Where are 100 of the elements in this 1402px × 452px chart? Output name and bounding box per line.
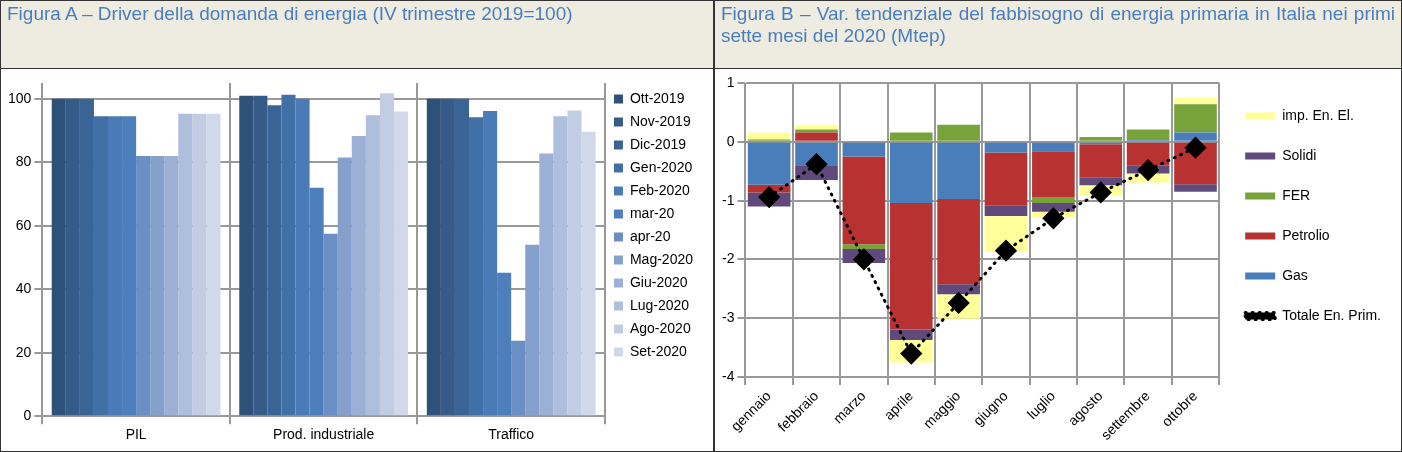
bar xyxy=(454,98,469,416)
point xyxy=(758,186,780,208)
bar xyxy=(426,98,441,416)
legend-label: Lug-2020 xyxy=(629,296,690,313)
bar xyxy=(337,157,352,416)
bar xyxy=(1079,144,1123,178)
legend-label: Petrolio xyxy=(1282,226,1330,243)
bar xyxy=(889,142,933,203)
bar xyxy=(525,244,540,416)
bar xyxy=(178,113,193,416)
bar xyxy=(889,329,933,341)
bar xyxy=(1126,129,1170,141)
bar xyxy=(842,244,886,249)
bar xyxy=(93,116,108,416)
legend-label: Giu-2020 xyxy=(629,273,688,290)
bar xyxy=(842,142,886,157)
bar xyxy=(937,124,980,141)
y-tick-label: -1 xyxy=(722,191,735,208)
bar xyxy=(79,98,94,416)
legend-label: Ago-2020 xyxy=(629,319,691,336)
bar xyxy=(567,110,582,416)
legend-label: Dic-2019 xyxy=(629,135,687,152)
bar xyxy=(281,94,296,416)
bar xyxy=(1079,137,1123,141)
bar xyxy=(65,98,80,416)
y-tick-label: 80 xyxy=(15,153,32,170)
bar xyxy=(1126,142,1170,166)
legend-label: Nov-2019 xyxy=(629,112,691,129)
bar xyxy=(267,105,282,416)
legend-label: Mag-2020 xyxy=(629,250,694,267)
bar xyxy=(1032,197,1075,203)
bar xyxy=(984,205,1028,216)
bar xyxy=(206,113,221,416)
bar xyxy=(842,156,886,245)
legend-label: mar-20 xyxy=(629,204,675,221)
legend-label: Totale En. Prim. xyxy=(1282,306,1382,323)
bar xyxy=(239,95,254,416)
bar xyxy=(889,132,933,141)
bar xyxy=(393,111,409,416)
bar xyxy=(795,129,838,133)
bar xyxy=(937,142,980,199)
chart-title: Figura A – Driver della domanda di energia (IV trimestre 2019=100) xyxy=(1,1,713,69)
bar xyxy=(365,115,380,416)
y-tick-label: 20 xyxy=(15,343,32,360)
bar xyxy=(984,152,1028,206)
y-tick-label: 40 xyxy=(15,280,32,297)
point xyxy=(995,240,1017,262)
bar xyxy=(937,198,980,285)
y-tick-label: 60 xyxy=(15,216,32,233)
bar xyxy=(253,95,268,416)
bar xyxy=(51,98,66,416)
point xyxy=(853,248,875,270)
x-tick-label: Prod. industriale xyxy=(273,426,375,443)
legend-label: Set-2020 xyxy=(629,342,687,359)
bar xyxy=(136,155,151,416)
bar xyxy=(1174,184,1217,192)
bar xyxy=(150,155,165,416)
bar xyxy=(581,131,596,416)
legend-label: Feb-2020 xyxy=(629,181,691,198)
y-tick-label: -2 xyxy=(722,250,735,267)
point xyxy=(1042,207,1064,229)
y-tick-label: -3 xyxy=(722,309,735,326)
legend-label: Gas xyxy=(1282,266,1308,283)
bar xyxy=(1174,132,1217,141)
bar xyxy=(192,113,207,416)
bar xyxy=(553,116,568,416)
y-tick-label: 100 xyxy=(8,89,32,106)
bar xyxy=(379,93,394,416)
legend-label: Ott-2019 xyxy=(629,89,685,106)
bar xyxy=(323,233,338,416)
legend-label: Gen-2020 xyxy=(629,158,693,175)
bar xyxy=(795,132,838,141)
y-tick-label: 0 xyxy=(726,132,735,149)
bar xyxy=(1032,142,1075,152)
bar xyxy=(164,155,179,416)
legend-label: FER xyxy=(1282,186,1311,203)
legend-label: apr-20 xyxy=(629,227,671,244)
bar xyxy=(984,142,1028,153)
point xyxy=(1137,159,1159,181)
y-tick-label: 1 xyxy=(726,73,735,90)
y-tick-label: 0 xyxy=(23,407,32,424)
bar xyxy=(747,132,791,140)
bar xyxy=(889,203,933,330)
y-tick-label: -4 xyxy=(722,367,735,384)
legend-label: Solidi xyxy=(1282,146,1317,163)
bar xyxy=(1032,151,1075,198)
bar xyxy=(511,340,526,416)
bar xyxy=(937,284,980,295)
chart-title: Figura B – Var. tendenziale del fabbisogno di energia primaria in Italia nei primi sette mesi del 2020 (Mtep) xyxy=(715,1,1401,69)
bar xyxy=(351,136,366,416)
x-tick-label: Traffico xyxy=(488,426,535,443)
bar xyxy=(440,98,455,416)
bar xyxy=(1174,104,1217,133)
bar xyxy=(1174,97,1217,105)
point xyxy=(1185,137,1206,159)
point xyxy=(1090,181,1112,203)
bar xyxy=(539,153,554,416)
x-tick-label: PIL xyxy=(125,426,147,443)
legend-label: imp. En. El. xyxy=(1282,106,1354,123)
bar xyxy=(747,142,791,185)
